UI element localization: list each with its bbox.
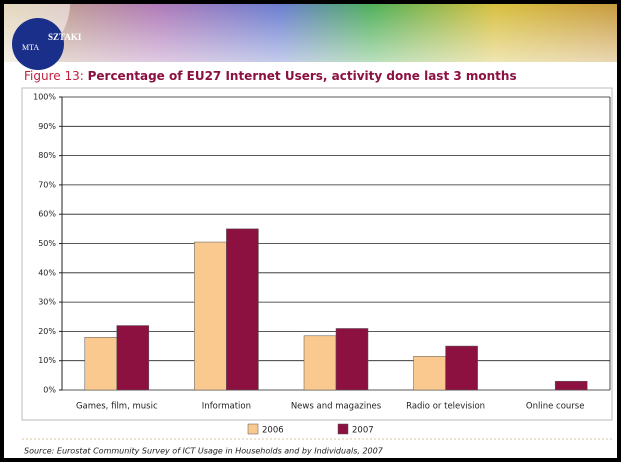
bar <box>194 241 227 391</box>
legend-label: 2007 <box>352 426 374 436</box>
legend-label: 2006 <box>262 426 284 436</box>
y-tick-label: 10% <box>38 356 56 365</box>
bar <box>116 325 150 391</box>
logo-text: MTA <box>22 43 39 52</box>
y-tick-label: 40% <box>38 268 56 277</box>
y-tick-label: 100% <box>33 93 56 102</box>
banner-fade <box>4 4 617 62</box>
y-tick-label: 30% <box>38 298 56 307</box>
y-tick-label: 80% <box>38 151 56 160</box>
y-tick-label: 60% <box>38 210 56 219</box>
bar <box>413 356 446 391</box>
chart-area <box>21 87 613 421</box>
x-tick-label: News and magazines <box>291 402 382 412</box>
x-tick-label: Games, film, music <box>76 402 158 412</box>
logo-text: SZTAKI <box>48 32 82 42</box>
bar <box>335 328 369 391</box>
y-tick-label: 0% <box>43 386 56 395</box>
x-tick-label: Online course <box>526 402 585 412</box>
bar <box>554 380 588 391</box>
y-tick-label: 50% <box>38 239 56 248</box>
source: Source: Eurostat Community Survey of ICT… <box>24 447 384 456</box>
legend-swatch <box>337 423 349 435</box>
y-tick-label: 20% <box>38 327 56 336</box>
bar <box>303 335 337 391</box>
x-tick-label: Radio or television <box>406 402 485 412</box>
bar <box>84 337 118 391</box>
bar <box>445 345 478 391</box>
bar <box>226 228 259 391</box>
y-tick-label: 70% <box>38 180 56 189</box>
legend-swatch <box>247 423 259 435</box>
y-tick-label: 90% <box>38 122 56 131</box>
x-tick-label: Information <box>202 402 251 412</box>
figure-label: Figure 13: <box>24 69 84 83</box>
title: Percentage of EU27 Internet Users, activ… <box>88 69 517 83</box>
chart-title: Figure 13: Percentage of EU27 Internet U… <box>24 69 517 83</box>
logo-circle <box>12 18 64 70</box>
